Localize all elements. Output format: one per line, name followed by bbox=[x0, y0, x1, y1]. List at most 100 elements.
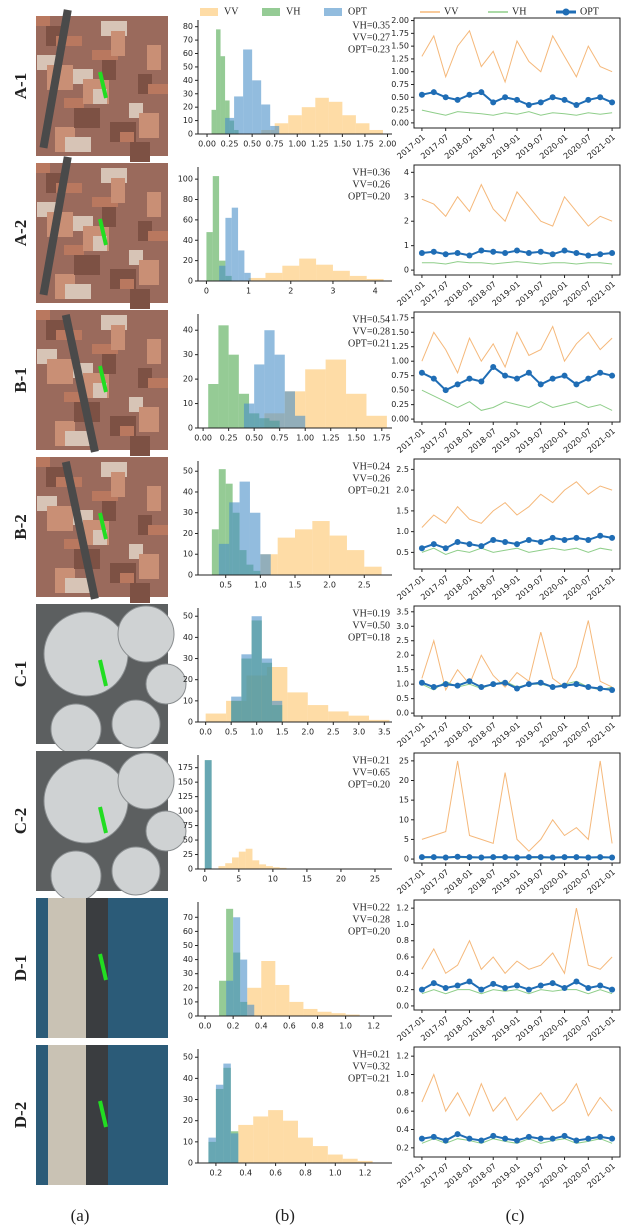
annotation: VH=0.35 bbox=[352, 20, 390, 31]
x-tick-label: 1.5 bbox=[289, 581, 302, 590]
x-tick-label: 1.0 bbox=[329, 1169, 342, 1178]
row-label: B-1 bbox=[11, 367, 30, 393]
x-tick-label: 1.2 bbox=[359, 1169, 372, 1178]
roof bbox=[111, 178, 125, 203]
roof bbox=[147, 45, 161, 70]
bar bbox=[247, 1005, 254, 1016]
y-tick-label: 25 bbox=[183, 850, 193, 859]
y-tick-label: 10 bbox=[183, 1137, 193, 1146]
bar bbox=[252, 80, 261, 134]
point bbox=[419, 370, 425, 376]
point bbox=[478, 248, 484, 254]
roof bbox=[36, 457, 50, 467]
legend-label: VH bbox=[512, 6, 526, 17]
bar bbox=[219, 544, 229, 575]
y-tick-label: 0.25 bbox=[391, 400, 409, 409]
bar bbox=[216, 1085, 223, 1163]
y-tick-label: 20 bbox=[183, 529, 193, 538]
series bbox=[260, 521, 381, 575]
y-tick-label: 50 bbox=[183, 941, 193, 950]
series bbox=[218, 849, 286, 869]
point bbox=[455, 1131, 461, 1137]
point bbox=[466, 541, 472, 547]
annotation: VV=0.26 bbox=[352, 179, 390, 190]
point bbox=[597, 251, 603, 257]
bar bbox=[243, 49, 252, 134]
line bbox=[422, 990, 612, 994]
bar bbox=[240, 482, 250, 575]
series bbox=[261, 98, 383, 134]
point bbox=[526, 250, 532, 256]
x-tick-label: 1.25 bbox=[322, 434, 340, 443]
x-tick-label: 1.50 bbox=[333, 140, 351, 149]
y-tick-label: 10 bbox=[183, 696, 193, 705]
y-tick-label: 70 bbox=[183, 36, 193, 45]
y-tick-label: 50 bbox=[183, 62, 193, 71]
roof bbox=[130, 436, 150, 456]
y-tick-label: 0.75 bbox=[391, 371, 409, 380]
y-tick-label: 10 bbox=[183, 399, 193, 408]
x-tick-label: 0.0 bbox=[199, 728, 212, 737]
bar bbox=[308, 705, 328, 722]
roof bbox=[147, 339, 161, 364]
bar bbox=[239, 852, 246, 869]
y-tick-label: 1.75 bbox=[391, 313, 409, 322]
bar bbox=[272, 701, 282, 722]
row-label: C-2 bbox=[11, 808, 30, 834]
point bbox=[502, 680, 508, 686]
tank bbox=[51, 704, 101, 754]
y-tick-label: 0.0 bbox=[396, 1001, 409, 1010]
bar bbox=[223, 1064, 230, 1163]
y-tick-label: 40 bbox=[183, 633, 193, 642]
point bbox=[478, 855, 484, 861]
y-tick-label: 70 bbox=[183, 913, 193, 922]
y-tick-label: 80 bbox=[183, 195, 193, 204]
legend-label: VH bbox=[286, 6, 300, 17]
bar bbox=[317, 1012, 331, 1016]
bar bbox=[328, 1155, 343, 1163]
roof bbox=[65, 284, 91, 299]
point bbox=[466, 92, 472, 98]
point bbox=[609, 99, 615, 105]
roof bbox=[130, 289, 150, 309]
annotation: VV=0.65 bbox=[352, 767, 390, 778]
point bbox=[550, 94, 556, 100]
point bbox=[478, 89, 484, 95]
series bbox=[247, 961, 359, 1016]
bar bbox=[330, 536, 347, 575]
point bbox=[502, 539, 508, 545]
annotation: VH=0.21 bbox=[352, 1049, 390, 1060]
row-label: B-2 bbox=[11, 514, 30, 540]
series bbox=[205, 760, 212, 869]
y-tick-label: 2 bbox=[404, 217, 409, 226]
point bbox=[538, 854, 544, 860]
point bbox=[609, 987, 615, 993]
point bbox=[597, 854, 603, 860]
y-tick-label: 0.4 bbox=[396, 969, 409, 978]
point bbox=[514, 686, 520, 692]
tank bbox=[118, 606, 174, 662]
series bbox=[422, 390, 612, 410]
y-tick-label: 0.6 bbox=[396, 953, 409, 962]
y-tick-label: 0.50 bbox=[391, 93, 409, 102]
y-tick-label: 80 bbox=[183, 22, 193, 31]
y-tick-label: 40 bbox=[183, 955, 193, 964]
annotation: OPT=0.23 bbox=[348, 44, 390, 55]
y-tick-label: 1.00 bbox=[391, 67, 409, 76]
series bbox=[422, 185, 612, 227]
y-tick-label: 0.8 bbox=[396, 1088, 409, 1097]
point bbox=[526, 102, 532, 108]
x-tick-label: 0.6 bbox=[269, 1169, 282, 1178]
tank bbox=[146, 811, 186, 851]
bar bbox=[250, 513, 260, 575]
y-tick-label: 0.4 bbox=[396, 1125, 409, 1134]
point bbox=[466, 376, 472, 382]
series bbox=[238, 1110, 372, 1163]
point bbox=[609, 1136, 615, 1142]
x-tick-label: 0.50 bbox=[243, 140, 261, 149]
aerial-image bbox=[36, 457, 168, 603]
annotation: VH=0.22 bbox=[352, 902, 390, 913]
y-tick-label: 30 bbox=[183, 969, 193, 978]
y-tick-label: 3 bbox=[404, 192, 409, 201]
line bbox=[422, 908, 612, 973]
